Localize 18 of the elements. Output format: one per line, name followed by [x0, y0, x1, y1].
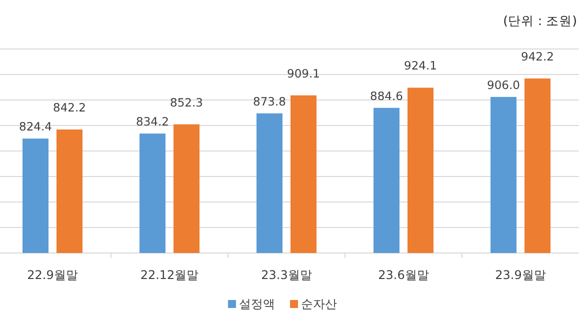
data-label: 884.6	[370, 88, 403, 103]
x-tick-label: 23.3월말	[261, 268, 312, 282]
data-label: 852.3	[170, 95, 203, 110]
x-tick-label: 22.12월말	[140, 268, 199, 282]
data-label: 924.1	[404, 58, 437, 73]
data-label: 906.0	[487, 78, 520, 92]
x-tick-label: 22.9월말	[27, 268, 78, 282]
x-tick-label: 23.6월말	[378, 268, 429, 282]
legend-label: 설정액	[239, 297, 275, 311]
text: (단위 : 조원)	[503, 13, 577, 28]
data-label: 834.2	[136, 114, 169, 129]
data-label: 824.4	[19, 120, 52, 134]
data-label: 909.1	[287, 66, 320, 80]
data-label: 842.2	[53, 100, 86, 114]
data-label: 873.8	[253, 94, 286, 108]
data-label: 942.2	[521, 49, 554, 64]
x-tick-label: 23.9월말	[495, 268, 546, 282]
legend-label: 순자산	[301, 297, 337, 311]
